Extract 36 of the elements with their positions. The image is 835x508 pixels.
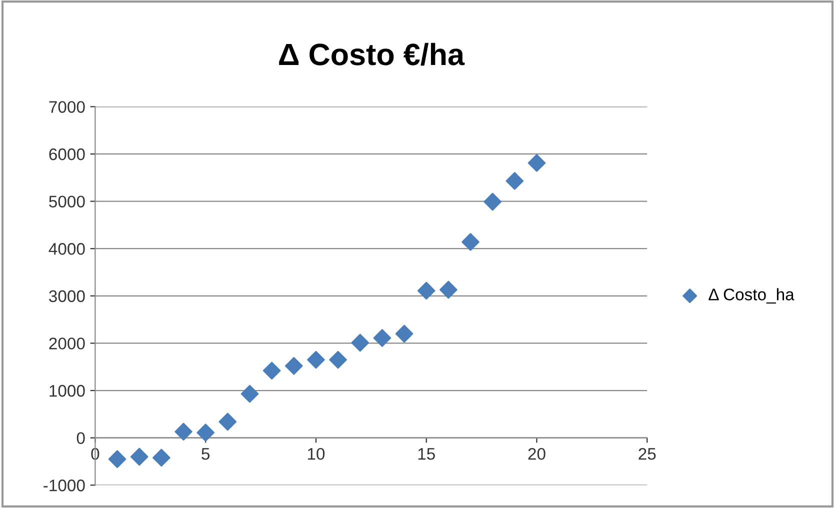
point [174,422,192,441]
point [373,329,392,347]
x-tick-label: 25 [638,448,656,460]
point [284,357,303,375]
y-tick-label: 5000 [49,196,85,208]
x-tick-label: 10 [308,448,325,460]
point [218,412,237,431]
point [440,280,458,299]
chart-title: Δ Costo €/ha [279,42,465,66]
y-tick-label: 6000 [49,148,85,160]
x-tick-label: 20 [528,448,546,460]
point [395,324,414,343]
point [528,154,546,172]
y-tick-label: 4000 [48,243,85,255]
x-tick-label: 15 [418,448,435,460]
y-tick-label: 7000 [49,101,85,113]
point [462,233,480,251]
y-tick-label: 0 [76,432,85,444]
point [506,172,524,190]
point [351,334,370,352]
point [152,448,170,467]
point [484,192,502,211]
point [130,448,148,466]
y-tick-label: 3000 [49,290,85,302]
point [108,450,126,468]
point [329,350,347,369]
point [307,350,325,369]
x-tick-label: 5 [202,448,210,460]
point [417,282,436,300]
y-tick-label: 2000 [49,338,85,350]
y-tick-label: 1000 [50,384,85,397]
point [196,424,214,442]
point [262,362,281,380]
point [240,384,259,403]
legend-label: Δ Costo_ha [708,288,794,304]
y-tick-label: -1000 [44,480,85,492]
